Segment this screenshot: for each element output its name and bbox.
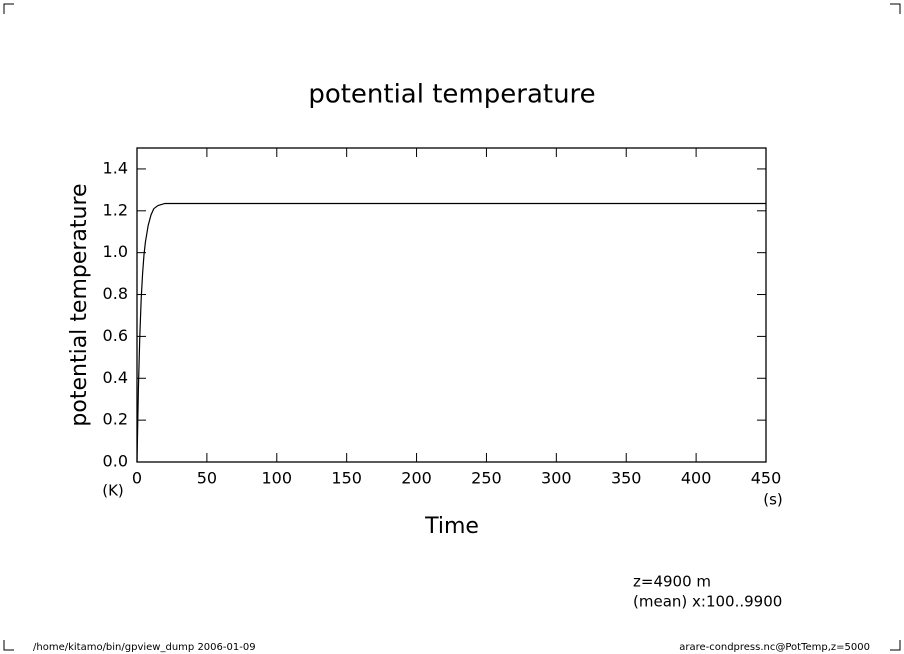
corner-mark [3, 3, 14, 14]
x-tick-label: 250 [471, 469, 502, 488]
corner-mark [890, 640, 901, 651]
x-tick-label: 200 [401, 469, 432, 488]
x-axis-label: Time [424, 514, 479, 539]
y-tick-label: 0.6 [103, 326, 128, 345]
y-tick-label: 1.0 [103, 242, 128, 261]
y-tick-label: 0.2 [103, 410, 128, 429]
corner-mark [890, 3, 901, 14]
y-tick-label: 0.0 [103, 452, 128, 471]
x-unit: (s) [763, 491, 783, 509]
x-tick-label: 450 [751, 469, 782, 488]
annotation: z=4900 m [633, 573, 711, 591]
y-axis-label: potential temperature [67, 183, 92, 426]
x-tick-label: 0 [132, 469, 142, 488]
y-tick-label: 1.4 [103, 158, 128, 177]
footer-left: /home/kitamo/bin/gpview_dump 2006-01-09 [33, 642, 256, 653]
x-tick-label: 150 [331, 469, 362, 488]
x-tick-label: 400 [681, 469, 712, 488]
y-unit: (K) [102, 482, 124, 500]
annotation: (mean) x:100..9900 [633, 593, 782, 611]
x-tick-label: 350 [611, 469, 642, 488]
plot-frame [136, 147, 767, 463]
y-tick-label: 0.8 [103, 284, 128, 303]
y-tick-label: 1.2 [103, 200, 128, 219]
chart-title: potential temperature [308, 80, 595, 110]
y-tick-label: 0.4 [103, 368, 128, 387]
corner-mark [3, 640, 14, 651]
x-tick-label: 100 [262, 469, 293, 488]
x-tick-label: 50 [197, 469, 217, 488]
footer-right: arare-condpress.nc@PotTemp,z=5000 [679, 642, 870, 653]
x-tick-label: 300 [541, 469, 572, 488]
corner-marks [3, 3, 901, 651]
data-line [136, 202, 766, 463]
